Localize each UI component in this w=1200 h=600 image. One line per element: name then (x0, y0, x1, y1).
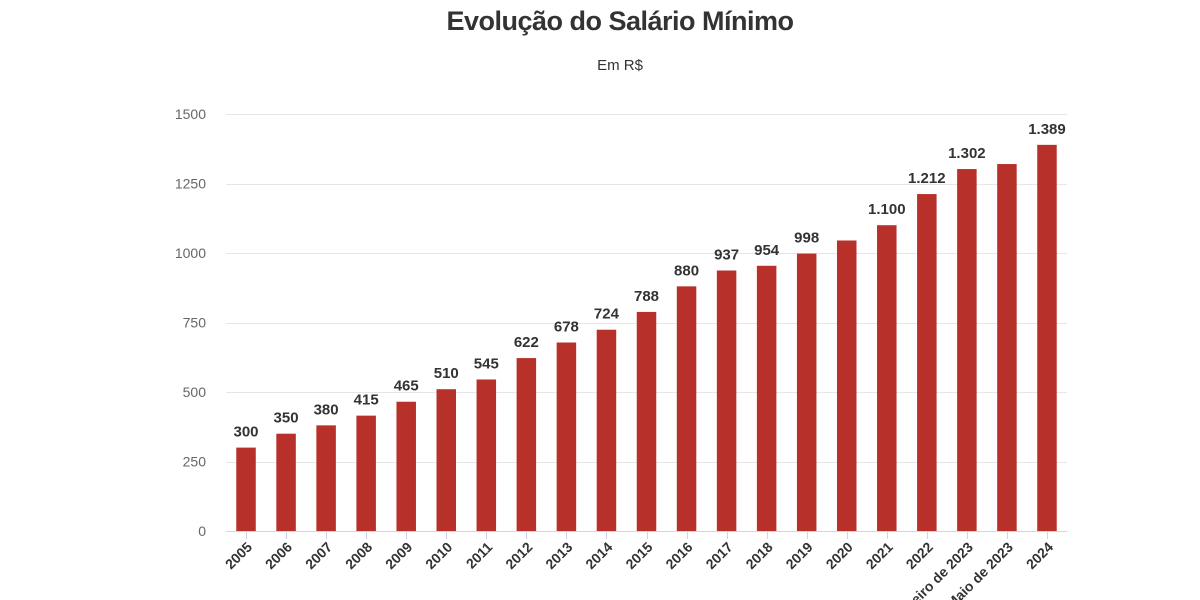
data-label: 380 (314, 401, 339, 418)
bar (676, 286, 697, 531)
data-label: 622 (514, 334, 539, 351)
x-axis (226, 531, 1067, 539)
x-tick-label: 2009 (382, 539, 415, 572)
data-label: 678 (554, 319, 579, 336)
data-label: 415 (354, 392, 379, 409)
x-tick-label: 2015 (622, 539, 655, 572)
chart-title: Evolução do Salário Mínimo (446, 6, 794, 36)
x-tick-label: 2019 (782, 539, 815, 572)
bar (236, 447, 256, 531)
bar (316, 425, 336, 531)
y-tick-label: 0 (198, 523, 206, 539)
x-tick-label: 2018 (742, 539, 775, 572)
data-label: 545 (474, 355, 499, 372)
y-tick-label: 750 (183, 315, 207, 331)
x-tick-label: 2021 (863, 539, 896, 572)
x-tick-label: 2005 (222, 539, 255, 572)
x-tick-label: 2022 (903, 539, 936, 572)
data-label: 1.100 (868, 201, 906, 218)
data-label: 724 (594, 306, 620, 323)
x-tick-label: 2011 (463, 539, 496, 572)
data-label: 300 (234, 424, 259, 441)
data-label: 998 (794, 230, 819, 247)
bar (636, 311, 657, 531)
bar (516, 358, 537, 531)
bar (596, 329, 617, 531)
data-label: 880 (674, 262, 699, 279)
bar (276, 433, 296, 531)
bar (356, 415, 376, 531)
x-tick-label: 2014 (582, 539, 615, 572)
x-tick-label: 2024 (1023, 539, 1056, 572)
data-label: 937 (714, 247, 739, 264)
x-tick-label: 2008 (342, 539, 375, 572)
x-tick-label: 2020 (823, 539, 856, 572)
data-label: 1.389 (1028, 121, 1066, 138)
y-tick-label: 250 (183, 454, 207, 470)
x-axis-tick-labels: 2005 2006 2007 2008 2009 2010 2011 2012 2013 2014… (222, 539, 1056, 600)
bar (436, 389, 457, 531)
bar (556, 342, 577, 531)
data-label: 954 (754, 242, 780, 259)
bar (997, 164, 1017, 532)
y-tick-label: 1000 (175, 245, 206, 261)
x-tick-label: 2007 (302, 539, 335, 572)
data-label: 1.302 (948, 145, 986, 162)
y-tick-label: 500 (183, 384, 207, 400)
bars (236, 144, 1057, 532)
bar (877, 225, 897, 531)
bar (917, 194, 937, 531)
x-tick-label: 2010 (422, 539, 455, 572)
data-labels: 300 350 380 415 465 510 545 622 678 724 788 880 937 9… (234, 121, 1066, 441)
data-label: 788 (634, 288, 659, 305)
data-label: 465 (394, 378, 419, 395)
y-tick-label: 1250 (175, 176, 206, 192)
x-tick-label: 2006 (262, 539, 295, 572)
x-tick-label: 2017 (702, 539, 735, 572)
bar (1037, 144, 1057, 531)
x-tick-label: 2012 (502, 539, 535, 572)
bar (796, 253, 817, 531)
data-label: 1.212 (908, 170, 946, 187)
bar (716, 270, 737, 531)
bar (476, 379, 497, 531)
bar (836, 240, 857, 532)
data-label: 350 (274, 410, 299, 427)
chart-subtitle: Em R$ (597, 57, 643, 74)
x-tick-label: 2016 (662, 539, 695, 572)
bar (957, 169, 977, 531)
bar (756, 265, 777, 531)
data-label: 510 (434, 365, 459, 382)
y-tick-label: 1500 (175, 106, 206, 122)
y-axis-tick-labels: 0 250 500 750 1000 1250 1500 (175, 106, 206, 539)
bar (396, 401, 416, 531)
x-tick-label: 2013 (542, 539, 575, 572)
